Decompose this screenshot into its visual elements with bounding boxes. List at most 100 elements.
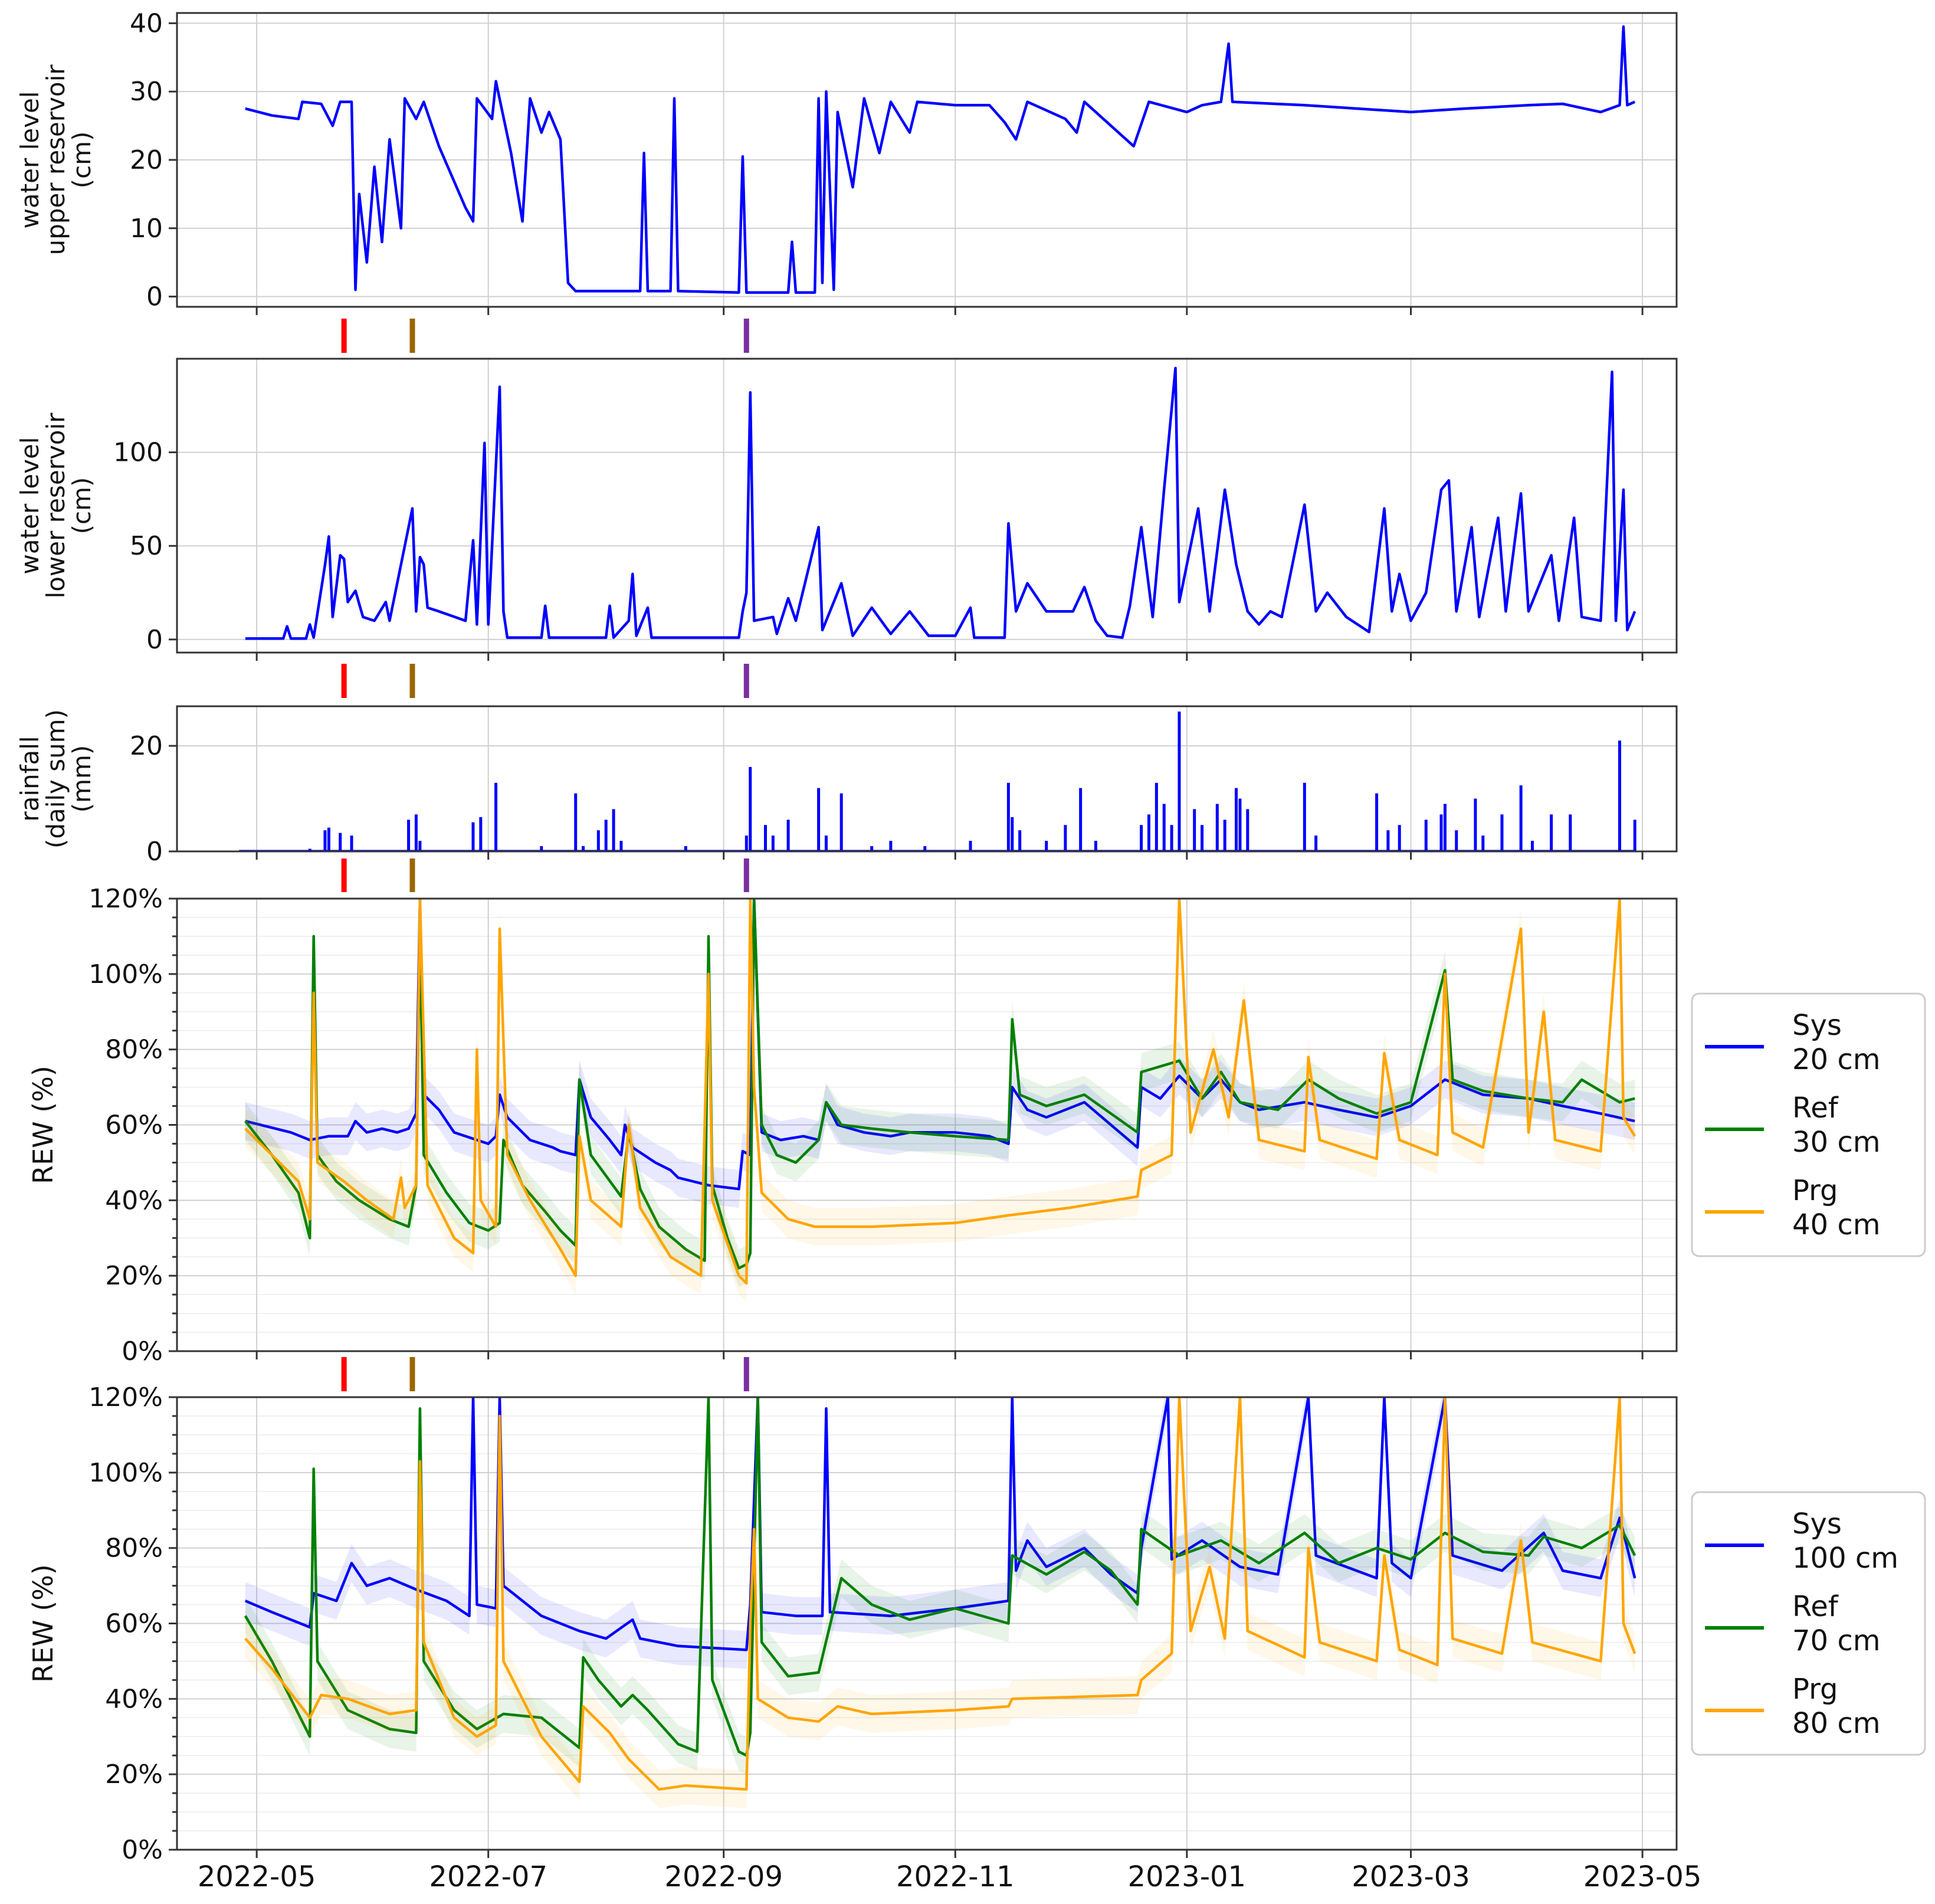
legend-series-depth: 80 cm: [1792, 1707, 1880, 1740]
y-tick-label: 20%: [105, 1261, 163, 1291]
y-axis-label-line: upper reservoir: [41, 64, 70, 255]
x-tick-label: 2023-01: [1128, 1860, 1247, 1893]
x-tick-label: 2023-03: [1352, 1860, 1470, 1893]
legend-series-name: Ref: [1792, 1092, 1839, 1125]
legend-box: [1691, 1491, 1926, 1756]
y-tick-label: 40: [130, 8, 163, 38]
y-axis-label-line: water level: [15, 437, 44, 575]
x-tick-label: 2022-11: [896, 1860, 1015, 1893]
series-line-prg: [244, 899, 1636, 1285]
y-tick-label: 0: [146, 282, 163, 312]
x-tick-label: 2022-05: [198, 1860, 316, 1893]
y-axis-label-line: lower reservoir: [41, 412, 70, 599]
y-tick-label: 10: [130, 214, 163, 244]
y-tick-label: 20%: [105, 1759, 163, 1790]
y-axis-label-line: (daily sum): [41, 709, 70, 848]
plot-frame: [176, 358, 1678, 654]
event-marker: [341, 319, 347, 353]
y-tick-label: 0: [146, 837, 163, 867]
event-marker: [743, 664, 749, 698]
plot-frame: [176, 705, 1678, 853]
event-marker: [341, 664, 347, 698]
y-axis-label: water levelupper reservoir(cm): [15, 64, 96, 255]
legend-series-depth: 100 cm: [1792, 1542, 1898, 1575]
panel-rain: 0 20 rainfall(daily sum)(mm): [15, 705, 1678, 867]
y-tick-label: 0%: [122, 1835, 163, 1865]
series-line-water level upper reservoir: [245, 25, 1636, 294]
legend-series-name: Sys: [1792, 1009, 1842, 1042]
series-band-ref: [245, 899, 1635, 1287]
y-tick-label: 30: [130, 77, 163, 107]
panel-lower: 0 50 100 water levellower reservoir(cm): [15, 358, 1678, 661]
x-tick-label: 2022-09: [664, 1860, 783, 1893]
event-marker: [743, 319, 749, 353]
legend-series-depth: 20 cm: [1792, 1043, 1880, 1076]
series-group: [239, 711, 1636, 851]
y-tick-label: 80%: [105, 1035, 163, 1065]
event-marker: [409, 858, 415, 892]
event-marker: [341, 1357, 347, 1391]
legend-box: [1691, 992, 1926, 1257]
plot-frame: [176, 12, 1678, 308]
y-axis-label-line: (cm): [67, 477, 96, 535]
series-line-sys: [244, 1397, 1636, 1651]
event-marker: [409, 319, 415, 353]
series-band-prg: [245, 1397, 1635, 1808]
y-axis-label-line: (cm): [67, 132, 96, 189]
y-tick-label: 0%: [122, 1336, 163, 1366]
y-tick-label: 20: [130, 731, 163, 761]
panel-upper: 0 10 20 30 40 water levelupper reservoir(cm): [15, 8, 1678, 315]
y-tick-label: 100%: [88, 1458, 163, 1488]
y-tick-label: 40%: [105, 1684, 163, 1714]
series-group: [245, 25, 1636, 294]
series-group: [245, 366, 1636, 640]
y-tick-label: 40%: [105, 1185, 163, 1215]
y-tick-label: 50: [130, 531, 163, 561]
plot-frame: [176, 1396, 1678, 1851]
series-line-prg: [244, 1397, 1636, 1791]
y-tick-label: 60%: [105, 1110, 163, 1141]
series-line-water level lower reservoir: [245, 366, 1636, 640]
legend-series-name: Prg: [1792, 1673, 1838, 1706]
y-axis-label-line: REW (%): [27, 1564, 59, 1683]
y-axis-label: REW (%): [27, 1066, 59, 1184]
y-tick-label: 80%: [105, 1533, 163, 1564]
y-tick-label: 20: [130, 145, 163, 175]
x-tick-label: 2022-07: [429, 1860, 547, 1893]
x-tick-label: 2023-05: [1583, 1860, 1702, 1893]
series-band-ref: [245, 1397, 1635, 1775]
y-tick-label: 0: [146, 625, 163, 655]
event-marker: [409, 1357, 415, 1391]
plot-frame: [176, 897, 1678, 1352]
y-tick-label: 100: [113, 438, 163, 468]
legend-series-name: Sys: [1792, 1508, 1842, 1541]
y-tick-label: 120%: [88, 1382, 163, 1413]
series-band-sys: [245, 899, 1635, 1208]
series-line-ref: [244, 1397, 1636, 1757]
y-axis-label: rainfall(daily sum)(mm): [15, 709, 96, 848]
legend-series-depth: 70 cm: [1792, 1624, 1880, 1657]
series-group: [244, 899, 1636, 1302]
legend-series-depth: 40 cm: [1792, 1208, 1880, 1241]
series-band-sys: [245, 1397, 1635, 1669]
series-line-ref: [244, 899, 1635, 1270]
legend-series-name: Prg: [1792, 1174, 1838, 1207]
y-tick-label: 60%: [105, 1609, 163, 1639]
legend-series-depth: 30 cm: [1792, 1126, 1880, 1159]
y-tick-label: 100%: [88, 959, 163, 989]
y-axis-label-line: (mm): [67, 745, 96, 813]
y-axis-label: water levellower reservoir(cm): [15, 412, 96, 599]
y-axis-label: REW (%): [27, 1564, 59, 1683]
y-axis-label-line: REW (%): [27, 1066, 59, 1184]
event-marker: [743, 858, 749, 892]
event-marker: [743, 1357, 749, 1391]
legend-series-name: Ref: [1792, 1590, 1839, 1623]
series-group: [244, 1397, 1636, 1808]
event-marker: [341, 858, 347, 892]
event-marker: [409, 664, 415, 698]
